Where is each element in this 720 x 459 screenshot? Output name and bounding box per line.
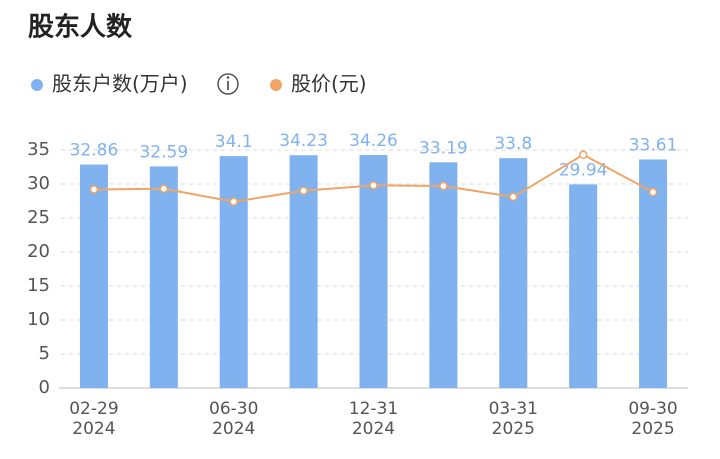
value-label: 32.86: [70, 141, 119, 161]
legend-label: 股东户数(万户): [52, 72, 188, 96]
legend-label: 股价(元): [291, 72, 367, 96]
info-icon[interactable]: [217, 73, 239, 95]
value-label: 34.23: [279, 131, 328, 151]
price-marker: [439, 181, 448, 191]
y-tick-label: 20: [27, 241, 50, 262]
value-label: 34.1: [215, 132, 253, 152]
price-marker: [89, 185, 99, 194]
value-label: 32.59: [139, 142, 188, 162]
legend-swatch: [270, 79, 282, 91]
value-label: 33.61: [629, 135, 678, 155]
bar: [149, 166, 178, 388]
price-marker: [299, 186, 308, 196]
y-tick-label: 25: [27, 207, 50, 228]
price-marker: [509, 192, 518, 202]
legend: 股东户数(万户) 股价(元): [31, 72, 367, 96]
x-tick-label: 02-29 2024: [69, 399, 118, 439]
x-tick-label: 09-30 2025: [628, 399, 677, 439]
price-marker: [229, 197, 238, 206]
legend-swatch: [31, 79, 43, 91]
bar: [429, 162, 458, 388]
bar: [569, 184, 598, 388]
x-tick-label: 12-31 2024: [349, 399, 398, 439]
y-tick-label: 30: [27, 173, 50, 194]
bar: [219, 156, 248, 388]
value-label: 33.8: [494, 134, 532, 154]
bar: [639, 159, 668, 388]
info-dot: [226, 76, 230, 79]
price-marker: [159, 184, 169, 194]
price-marker: [648, 187, 658, 197]
y-tick-label: 35: [27, 139, 50, 160]
y-tick-label: 15: [27, 275, 50, 296]
bar: [499, 158, 528, 388]
x-tick-label: 03-31 2025: [489, 399, 538, 439]
price-marker: [369, 181, 378, 190]
value-label: 29.94: [559, 160, 608, 180]
value-label: 33.19: [419, 138, 468, 158]
y-tick-label: 10: [27, 309, 50, 330]
info-circle[interactable]: [217, 73, 239, 95]
y-tick-label: 5: [39, 343, 50, 364]
value-label: 34.26: [349, 131, 398, 151]
chart-title: 股东人数: [28, 12, 133, 43]
bar: [359, 155, 388, 388]
x-tick-label: 06-30 2024: [209, 399, 258, 439]
bar: [79, 164, 108, 388]
y-tick-label: 0: [39, 377, 50, 398]
price-marker: [578, 150, 588, 160]
